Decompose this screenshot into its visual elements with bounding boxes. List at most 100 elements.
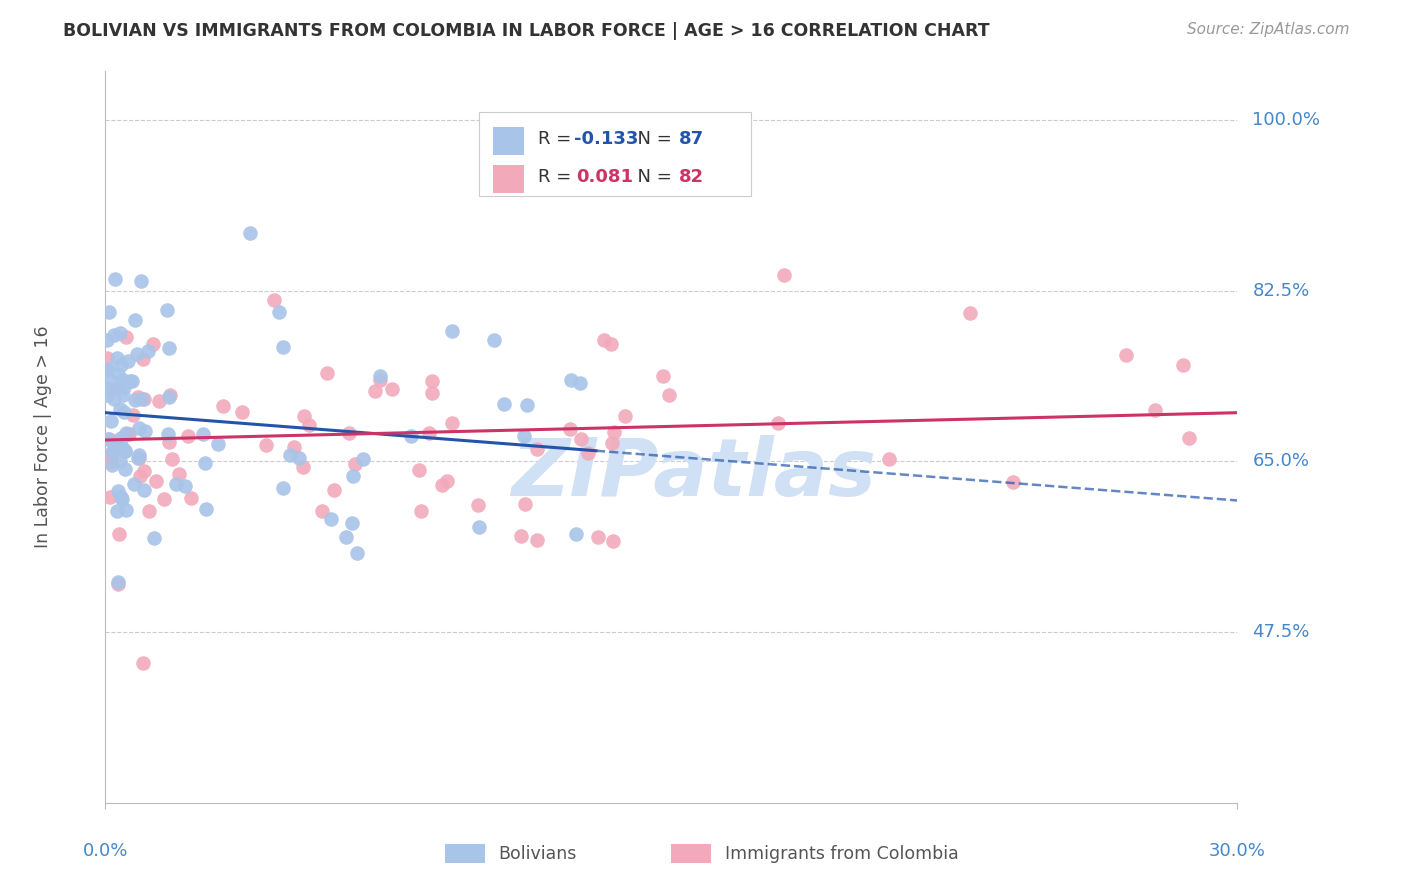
Point xyxy=(343,458,366,472)
Point xyxy=(516,398,538,412)
Point xyxy=(132,483,155,498)
Point xyxy=(138,344,160,359)
Text: BOLIVIAN VS IMMIGRANTS FROM COLOMBIA IN LABOR FORCE | AGE > 16 CORRELATION CHART: BOLIVIAN VS IMMIGRANTS FROM COLOMBIA IN … xyxy=(63,22,990,40)
Point xyxy=(340,516,363,530)
Point xyxy=(468,519,491,533)
Point xyxy=(283,440,305,454)
Text: ZIPatlas: ZIPatlas xyxy=(512,434,876,513)
Point xyxy=(107,484,129,499)
Point xyxy=(96,381,118,395)
Point xyxy=(576,446,599,460)
Point xyxy=(602,436,624,450)
Text: 0.081: 0.081 xyxy=(576,169,633,186)
Point xyxy=(658,388,681,402)
Point xyxy=(526,442,548,456)
Point xyxy=(411,504,433,518)
Point xyxy=(103,442,125,456)
Point xyxy=(114,444,136,458)
Point xyxy=(352,452,374,467)
Point xyxy=(107,574,129,589)
Text: R =: R = xyxy=(538,169,582,186)
Point xyxy=(148,393,170,408)
Point xyxy=(114,462,136,476)
Point xyxy=(103,445,125,459)
Point xyxy=(108,454,131,468)
Point xyxy=(1178,431,1201,445)
Point xyxy=(602,534,624,549)
Point xyxy=(100,414,122,428)
Point xyxy=(104,434,127,448)
Point xyxy=(278,448,301,462)
Point xyxy=(165,476,187,491)
Point xyxy=(101,374,124,388)
Text: N =: N = xyxy=(626,169,678,186)
Point xyxy=(98,490,121,504)
Point xyxy=(879,451,901,466)
Point xyxy=(420,374,443,388)
Point xyxy=(115,425,138,440)
Point xyxy=(1002,475,1025,489)
Text: R =: R = xyxy=(538,130,576,148)
Point xyxy=(101,444,124,458)
Point xyxy=(108,380,131,394)
Text: 0.0%: 0.0% xyxy=(83,842,128,860)
Point xyxy=(513,498,536,512)
Point xyxy=(96,363,118,377)
Point xyxy=(368,369,391,384)
Text: Bolivians: Bolivians xyxy=(498,845,576,863)
Point xyxy=(231,405,253,419)
Point xyxy=(108,326,131,340)
Point xyxy=(132,464,155,478)
Point xyxy=(420,386,443,401)
Point xyxy=(127,390,149,404)
Point xyxy=(239,227,262,241)
Point xyxy=(128,450,150,465)
Point xyxy=(346,546,368,560)
Point xyxy=(271,481,294,495)
Text: N =: N = xyxy=(626,130,678,148)
Point xyxy=(173,479,195,493)
Point xyxy=(569,376,592,390)
Point xyxy=(131,392,153,406)
Point xyxy=(560,373,582,387)
Text: 65.0%: 65.0% xyxy=(1253,452,1309,470)
Point xyxy=(111,387,134,401)
Bar xyxy=(492,165,524,194)
Point xyxy=(652,369,675,384)
Point xyxy=(142,337,165,351)
Bar xyxy=(672,845,711,863)
Point xyxy=(110,490,132,504)
Bar xyxy=(479,112,751,195)
Point xyxy=(564,526,586,541)
Point xyxy=(157,341,180,355)
Point xyxy=(142,531,165,545)
Bar xyxy=(492,127,524,155)
Point xyxy=(408,463,430,477)
Point xyxy=(100,455,122,469)
Point xyxy=(194,457,217,471)
Point xyxy=(160,451,183,466)
Point xyxy=(132,656,155,670)
Point xyxy=(98,432,121,446)
Point xyxy=(125,347,148,361)
Point xyxy=(157,390,180,404)
Point xyxy=(121,408,143,422)
Point xyxy=(96,432,118,446)
Point xyxy=(430,478,453,492)
Point xyxy=(211,399,233,413)
Point xyxy=(103,392,125,406)
Point xyxy=(342,469,364,483)
Point xyxy=(569,432,592,446)
Point xyxy=(287,451,309,466)
Point xyxy=(509,529,531,543)
Point xyxy=(96,351,118,366)
Point xyxy=(558,422,581,436)
Point xyxy=(124,392,146,407)
Point xyxy=(118,374,141,388)
Point xyxy=(599,337,621,351)
Point xyxy=(959,306,981,320)
Point xyxy=(128,421,150,435)
Point xyxy=(586,530,609,544)
Point xyxy=(368,373,391,387)
Point xyxy=(118,427,141,442)
